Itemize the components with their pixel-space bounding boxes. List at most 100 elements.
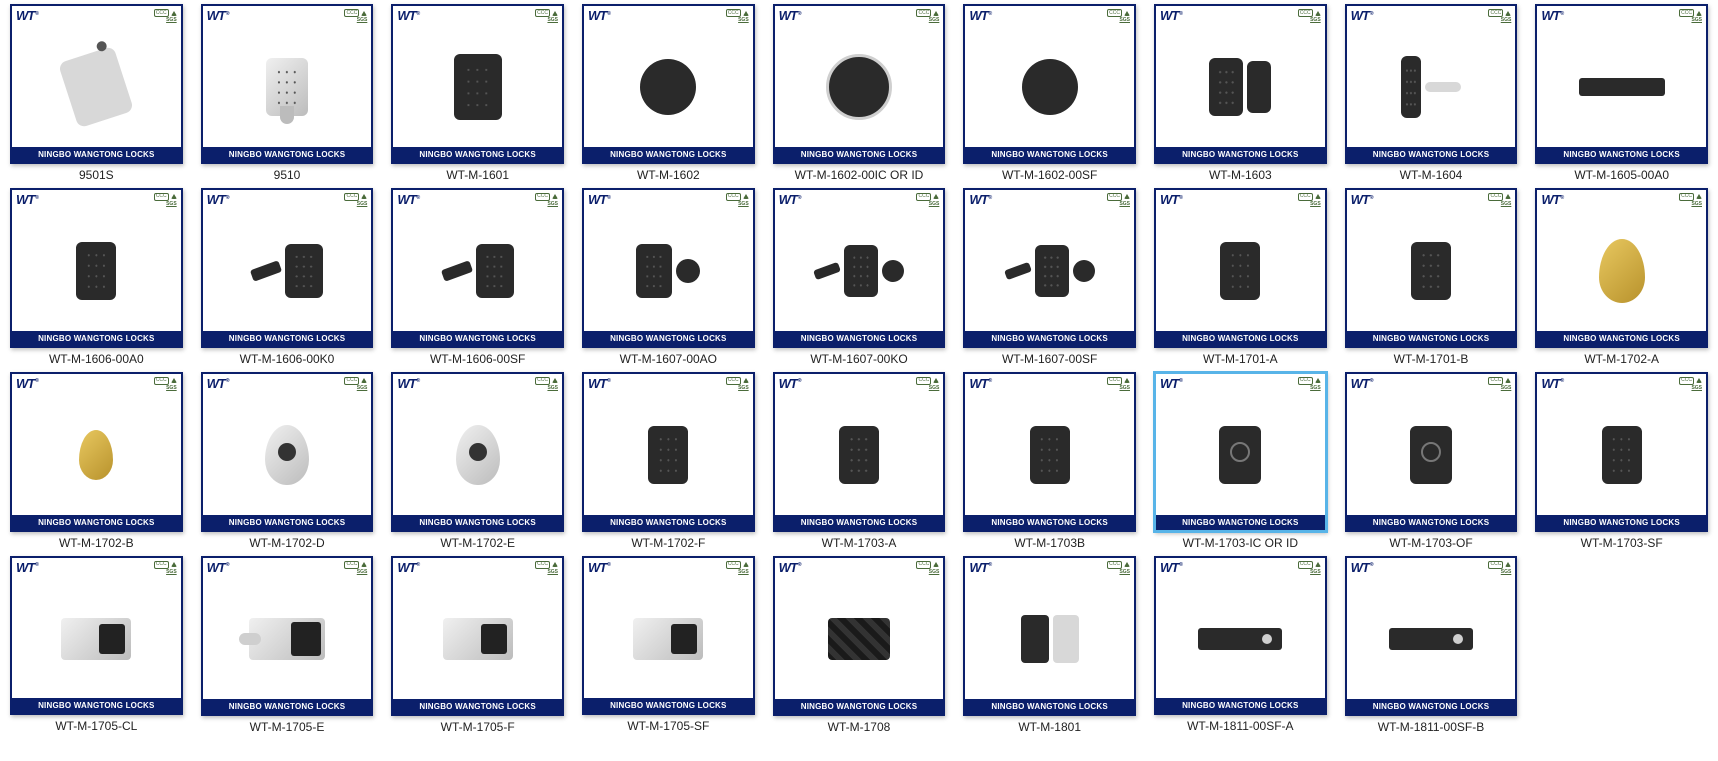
cert-triangle-icon	[1315, 194, 1321, 199]
product-card[interactable]: WTCCCSGSNINGBO WANGTONG LOCKS	[1154, 556, 1327, 716]
product-caption: WT-M-1703-A	[822, 536, 897, 550]
product-card[interactable]: WTCCCSGSNINGBO WANGTONG LOCKS	[773, 188, 946, 348]
product-card[interactable]: WTCCCSGSNINGBO WANGTONG LOCKS	[582, 4, 755, 164]
cert-triangle-icon	[1124, 562, 1130, 567]
cert-icons: CCCSGS	[1679, 8, 1702, 23]
cert-icons: CCCSGS	[1298, 8, 1321, 23]
card-footer-label: NINGBO WANGTONG LOCKS	[1156, 331, 1325, 346]
cert-sgs-icon: SGS	[166, 18, 177, 23]
product-card[interactable]: WTCCCSGSNINGBO WANGTONG LOCKS	[391, 188, 564, 348]
cert-sgs-icon: SGS	[547, 18, 558, 23]
card-footer-label: NINGBO WANGTONG LOCKS	[393, 331, 562, 346]
cert-ccc-icon: CCC	[1107, 9, 1122, 17]
cert-icons: CCCSGS	[1488, 560, 1511, 575]
product-card[interactable]: WTCCCSGSNINGBO WANGTONG LOCKS	[201, 372, 374, 532]
product-card[interactable]: WTCCCSGSNINGBO WANGTONG LOCKS	[1535, 4, 1708, 164]
cert-triangle-icon	[552, 378, 558, 383]
product-caption: WT-M-1602-00SF	[1002, 168, 1097, 182]
product-card[interactable]: WTCCCSGSNINGBO WANGTONG LOCKS	[773, 556, 946, 716]
card-header: WTCCCSGS	[1347, 558, 1516, 580]
card-footer-label: NINGBO WANGTONG LOCKS	[12, 331, 181, 346]
brand-logo: WT	[16, 8, 38, 23]
brand-logo: WT	[779, 8, 801, 23]
product-card[interactable]: WTCCCSGSNINGBO WANGTONG LOCKS	[1535, 188, 1708, 348]
cert-triangle-icon	[1315, 11, 1321, 16]
product-caption: WT-M-1602-00IC OR ID	[795, 168, 924, 182]
brand-logo: WT	[1160, 192, 1182, 207]
product-image	[393, 28, 562, 147]
product-item: WTCCCSGSNINGBO WANGTONG LOCKS WT-M-1602-0…	[963, 4, 1136, 182]
cert-ccc-icon: CCC	[535, 377, 550, 385]
product-card[interactable]: WTCCCSGSNINGBO WANGTONG LOCKS	[1345, 372, 1518, 532]
cert-sgs-icon: SGS	[1310, 386, 1321, 391]
product-item: WTCCCSGSNINGBO WANGTONG LOCKSWT-M-1705-C…	[10, 556, 183, 734]
product-image	[203, 28, 372, 147]
product-caption: WT-M-1708	[828, 720, 891, 734]
product-card[interactable]: WTCCCSGSNINGBO WANGTONG LOCKS	[391, 372, 564, 532]
brand-logo: WT	[588, 192, 610, 207]
brand-logo: WT	[969, 376, 991, 391]
product-card[interactable]: WTCCCSGSNINGBO WANGTONG LOCKS	[1345, 188, 1518, 348]
product-card[interactable]: WTCCCSGSNINGBO WANGTONG LOCKS	[963, 188, 1136, 348]
product-card[interactable]: WTCCCSGSNINGBO WANGTONG LOCKS	[391, 4, 564, 164]
product-card[interactable]: WTCCCSGS NINGBO WANGTONG LOCKS	[1345, 556, 1518, 716]
cert-ccc-icon: CCC	[1679, 9, 1694, 17]
card-header: WTCCCSGS	[584, 190, 753, 212]
product-card[interactable]: WTCCCSGSNINGBO WANGTONG LOCKS	[201, 4, 374, 164]
product-image	[203, 580, 372, 699]
product-card[interactable]: WTCCCSGSNINGBO WANGTONG LOCKS	[963, 372, 1136, 532]
product-card[interactable]: WTCCCSGSNINGBO WANGTONG LOCKS	[10, 4, 183, 164]
product-card[interactable]: WTCCCSGSNINGBO WANGTONG LOCKS	[10, 372, 183, 532]
product-image	[584, 580, 753, 699]
brand-logo: WT	[397, 8, 419, 23]
product-card[interactable]: WTCCCSGSNINGBO WANGTONG LOCKS	[391, 556, 564, 716]
product-card[interactable]: WTCCCSGSNINGBO WANGTONG LOCKS	[582, 556, 755, 716]
product-item: WTCCCSGSNINGBO WANGTONG LOCKSWT-M-1702-F	[582, 372, 755, 550]
cert-ccc-icon: CCC	[916, 193, 931, 201]
product-card[interactable]: WTCCCSGSNINGBO WANGTONG LOCKS	[1535, 372, 1708, 532]
product-card[interactable]: WTCCCSGSNINGBO WANGTONG LOCKS	[773, 372, 946, 532]
product-card[interactable]: WTCCCSGSNINGBO WANGTONG LOCKS	[582, 188, 755, 348]
product-image	[393, 396, 562, 515]
card-footer-label: NINGBO WANGTONG LOCKS	[965, 515, 1134, 530]
product-caption: WT-M-1801	[1018, 720, 1081, 734]
product-card[interactable]: WTCCCSGSNINGBO WANGTONG LOCKS	[773, 4, 946, 164]
product-card[interactable]: WTCCCSGSNINGBO WANGTONG LOCKS	[1154, 4, 1327, 164]
cert-icons: CCCSGS	[1298, 560, 1321, 575]
cert-sgs-icon: SGS	[1501, 202, 1512, 207]
brand-logo: WT	[207, 560, 229, 575]
product-image	[775, 28, 944, 147]
product-card[interactable]: WTCCCSGSNINGBO WANGTONG LOCKS	[582, 372, 755, 532]
product-card[interactable]: WTCCCSGSNINGBO WANGTONG LOCKS	[10, 556, 183, 716]
cert-triangle-icon	[1505, 562, 1511, 567]
product-image	[1347, 396, 1516, 515]
product-card[interactable]: WTCCCSGSNINGBO WANGTONG LOCKS	[201, 188, 374, 348]
product-grid: WTCCCSGSNINGBO WANGTONG LOCKS9501SWTCCCS…	[10, 4, 1708, 734]
brand-logo: WT	[588, 8, 610, 23]
product-card[interactable]: WTCCCSGSNINGBO WANGTONG LOCKS	[1154, 188, 1327, 348]
card-header: WTCCCSGS	[203, 558, 372, 580]
cert-sgs-icon: SGS	[1501, 18, 1512, 23]
product-image	[584, 28, 753, 147]
cert-sgs-icon: SGS	[166, 570, 177, 575]
product-card[interactable]: WTCCCSGSNINGBO WANGTONG LOCKS	[10, 188, 183, 348]
product-card[interactable]: WTCCCSGSNINGBO WANGTONG LOCKS	[1345, 4, 1518, 164]
product-card[interactable]: WTCCCSGSNINGBO WANGTONG LOCKS	[201, 556, 374, 716]
cert-ccc-icon: CCC	[1488, 9, 1503, 17]
product-caption: WT-M-1701-A	[1203, 352, 1278, 366]
product-card[interactable]: WTCCCSGSNINGBO WANGTONG LOCKS	[963, 4, 1136, 164]
product-image	[1156, 212, 1325, 331]
product-item: WTCCCSGSNINGBO WANGTONG LOCKSWT-M-1702-A	[1535, 188, 1708, 366]
product-item: WTCCCSGSNINGBO WANGTONG LOCKSWT-M-1702-E	[391, 372, 564, 550]
product-item: WTCCCSGSNINGBO WANGTONG LOCKSWT-M-1811-0…	[1154, 556, 1327, 734]
product-item: WTCCCSGSNINGBO WANGTONG LOCKSWT-M-1602	[582, 4, 755, 182]
product-card[interactable]: WTCCCSGSNINGBO WANGTONG LOCKS	[1154, 372, 1327, 532]
product-caption: WT-M-1705-E	[250, 720, 325, 734]
card-footer-label: NINGBO WANGTONG LOCKS	[1347, 699, 1516, 714]
cert-triangle-icon	[1315, 378, 1321, 383]
card-header: WTCCCSGS	[393, 558, 562, 580]
card-footer-label: NINGBO WANGTONG LOCKS	[775, 331, 944, 346]
card-header: WTCCCSGS	[584, 558, 753, 580]
cert-triangle-icon	[1124, 378, 1130, 383]
product-card[interactable]: WTCCCSGSNINGBO WANGTONG LOCKS	[963, 556, 1136, 716]
